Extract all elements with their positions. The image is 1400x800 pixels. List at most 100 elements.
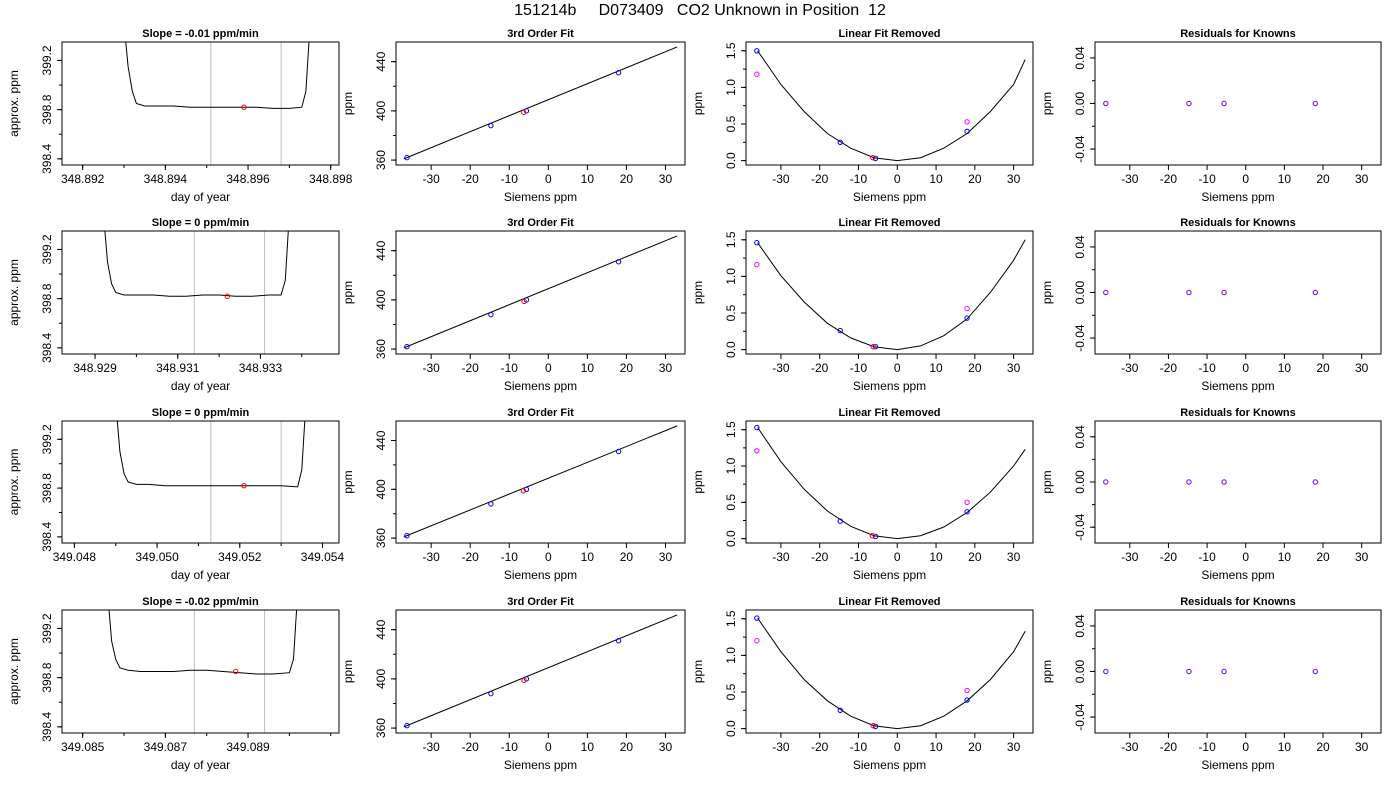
y-axis-label: approx. ppm xyxy=(7,259,21,326)
plot-frame xyxy=(745,41,1034,166)
y-tick-label: -0.04 xyxy=(1073,513,1087,541)
panel-linear-fit-removed-row-4: Linear Fit Removed Siemens ppm ppm -30 -20 -1… xyxy=(691,596,1034,772)
known-point xyxy=(615,638,622,644)
panel-cubic-fit-row-3: 3rd Order Fit Siemens ppm ppm -30 -20 -10 0 10 2… xyxy=(341,407,686,582)
chart-title: Residuals for Knowns xyxy=(1180,28,1296,40)
x-tick-label: -30 xyxy=(772,361,790,375)
x-axis-label: day of year xyxy=(171,379,230,393)
x-tick-label: 10 xyxy=(581,740,595,754)
y-tick-label: 400 xyxy=(374,669,388,689)
y-tick-label: 1.0 xyxy=(724,647,738,664)
x-axis-label: Siemens ppm xyxy=(504,379,577,393)
fit-curve xyxy=(757,239,1026,351)
reference-point xyxy=(754,448,760,454)
fit-line xyxy=(403,235,678,349)
known-point xyxy=(754,48,760,54)
known-point xyxy=(615,448,622,455)
known-point xyxy=(615,259,622,265)
plot-frame xyxy=(395,420,686,544)
plot-frame xyxy=(1094,230,1382,355)
chart-title: Slope = -0.01 ppm/min xyxy=(142,28,259,40)
plot-frame xyxy=(61,41,340,166)
y-tick-label: 0.04 xyxy=(1073,425,1087,449)
y-tick-label: 0.0 xyxy=(724,341,738,358)
y-axis-label: ppm xyxy=(691,281,705,304)
y-tick-label: -0.04 xyxy=(1073,135,1087,163)
x-tick-label: 20 xyxy=(620,740,634,754)
y-axis-label: ppm xyxy=(341,660,355,683)
known-point xyxy=(837,707,843,714)
x-tick-label: 30 xyxy=(1007,740,1021,754)
x-tick-label: 0 xyxy=(894,740,901,754)
x-axis-label: Siemens ppm xyxy=(1201,568,1274,582)
known-point xyxy=(837,518,843,524)
plot-area xyxy=(403,614,678,729)
known-point xyxy=(754,615,760,621)
plot-frame xyxy=(61,609,340,734)
y-tick-label: 1.0 xyxy=(724,268,738,285)
x-tick-label: 30 xyxy=(659,361,673,375)
plot-area xyxy=(403,425,678,539)
x-tick-label: 30 xyxy=(659,172,673,186)
reference-point xyxy=(1312,101,1318,107)
x-tick-label: 0 xyxy=(1242,361,1249,375)
x-tick-label: 349.050 xyxy=(135,550,179,564)
x-tick-label: -20 xyxy=(811,172,829,186)
y-tick-label: 0.00 xyxy=(1073,280,1087,304)
y-tick-label: 0.5 xyxy=(724,683,738,700)
known-point xyxy=(837,327,843,334)
x-tick-label: -30 xyxy=(422,361,440,375)
y-tick-label: -0.04 xyxy=(1073,324,1087,352)
plot-area xyxy=(108,610,298,675)
panel-time-series-row-2: Slope = 0 ppm/min day of year approx. ppm 3… xyxy=(7,217,340,393)
x-tick-label: -20 xyxy=(1160,740,1178,754)
y-tick-label: 440 xyxy=(374,51,388,71)
chart-title: 3rd Order Fit xyxy=(507,217,574,229)
plot-frame xyxy=(745,420,1034,544)
reference-point xyxy=(1221,101,1227,107)
plot-area xyxy=(125,42,310,110)
panel-residuals-row-2: Residuals for Knowns Siemens ppm ppm -30 -20… xyxy=(1040,217,1382,393)
plot-frame xyxy=(395,230,686,355)
y-tick-label: 398.8 xyxy=(40,662,54,692)
x-tick-label: 348.933 xyxy=(239,361,283,375)
chart-title: 3rd Order Fit xyxy=(507,596,574,608)
x-tick-label: 20 xyxy=(968,740,982,754)
y-tick-label: 398.8 xyxy=(40,473,54,503)
reference-point xyxy=(964,119,970,125)
panel-cubic-fit-row-4: 3rd Order Fit Siemens ppm ppm -30 -20 -10 0 10 2… xyxy=(341,596,686,772)
reference-point xyxy=(1103,289,1109,295)
y-axis-label: ppm xyxy=(341,92,355,115)
y-tick-label: 1.0 xyxy=(724,79,738,96)
sample-point xyxy=(241,104,247,110)
x-tick-label: -30 xyxy=(772,740,790,754)
chart-title: Residuals for Knowns xyxy=(1180,217,1296,229)
y-tick-label: 399.2 xyxy=(40,613,54,643)
x-tick-label: -30 xyxy=(422,550,440,564)
y-axis-label: approx. ppm xyxy=(7,638,21,705)
fit-line xyxy=(403,614,678,728)
reference-point xyxy=(1186,289,1192,295)
plot-area xyxy=(403,235,678,350)
x-tick-label: 10 xyxy=(929,550,943,564)
y-tick-label: 1.5 xyxy=(724,421,738,438)
x-tick-label: 10 xyxy=(1278,172,1292,186)
x-tick-label: 348.929 xyxy=(73,361,117,375)
plot-area xyxy=(754,615,1026,730)
plot-area xyxy=(104,231,289,299)
x-tick-label: 0 xyxy=(545,172,552,186)
reference-point xyxy=(1312,289,1318,295)
x-tick-label: 349.054 xyxy=(301,550,345,564)
y-tick-label: 1.5 xyxy=(724,231,738,248)
x-tick-label: -30 xyxy=(422,172,440,186)
panel-time-series-row-3: Slope = 0 ppm/min day of year approx. ppm 3… xyxy=(7,407,345,582)
panel-residuals-row-4: Residuals for Knowns Siemens ppm ppm -30 -20… xyxy=(1040,596,1382,772)
y-tick-label: 0.04 xyxy=(1073,46,1087,70)
reference-point xyxy=(1186,668,1192,674)
known-point xyxy=(404,154,410,161)
x-tick-label: 30 xyxy=(1007,550,1021,564)
y-axis-label: ppm xyxy=(341,470,355,493)
x-tick-label: -20 xyxy=(811,740,829,754)
plot-frame xyxy=(61,230,340,355)
known-point xyxy=(754,240,760,246)
